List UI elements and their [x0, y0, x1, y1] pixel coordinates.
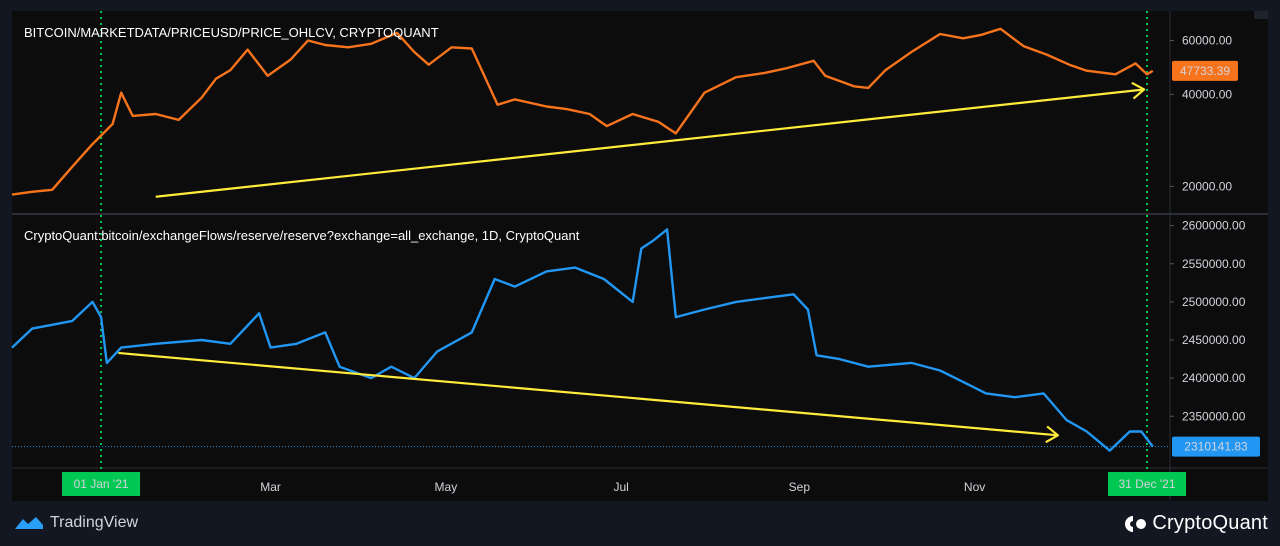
y-tick-label: 2450000.00 [1182, 333, 1246, 347]
tradingview-logo-icon [15, 517, 43, 529]
tradingview-label: TradingView [50, 514, 139, 531]
y-tick-label: 40000.00 [1182, 87, 1232, 101]
date-marker-badge [62, 472, 141, 496]
axis-settings-icon[interactable] [1254, 11, 1268, 19]
y-tick-label: 2600000.00 [1182, 219, 1246, 233]
chart-svg: 20000.00 40000.00 60000.00 2350000.00 240000… [11, 11, 1268, 500]
y-tick-label: 2500000.00 [1182, 295, 1246, 309]
footer: TradingView CryptoQuant [0, 502, 1280, 546]
date-marker-badge [1108, 472, 1187, 496]
date-marker-label: 31 Dec '21 [1119, 477, 1176, 491]
y-tick-label: 2550000.00 [1182, 257, 1246, 271]
pane-title-reserve: CryptoQuant:bitcoin/exchangeFlows/reserv… [24, 228, 580, 243]
last-value-label: 47733.39 [1180, 64, 1230, 78]
last-value-label: 2310141.83 [1184, 440, 1248, 454]
y-tick-label: 2350000.00 [1182, 409, 1246, 423]
x-tick-label: Sep [789, 480, 811, 494]
x-tick-label: Jul [613, 480, 628, 494]
series-line [11, 228, 1154, 452]
y-tick-label: 20000.00 [1182, 179, 1232, 193]
cryptoquant-label: CryptoQuant [1152, 512, 1268, 534]
y-tick-label: 2400000.00 [1182, 371, 1246, 385]
tradingview-logo[interactable]: TradingView [14, 514, 138, 532]
x-tick-label: Nov [964, 480, 985, 494]
x-tick-label: Mar [260, 480, 281, 494]
trend-arrow-head [1131, 81, 1146, 100]
pane-title-price: BITCOIN/MARKETDATA/PRICEUSD/PRICE_OHLCV,… [24, 25, 439, 40]
cryptoquant-logo-icon [1125, 515, 1147, 532]
x-tick-label: May [435, 480, 458, 494]
last-value-badge [1172, 436, 1260, 457]
trend-arrow-line [118, 351, 1059, 437]
trend-arrow-line [155, 88, 1145, 198]
cryptoquant-logo: CryptoQuant [1122, 512, 1268, 535]
date-marker-label: 01 Jan '21 [74, 477, 129, 491]
y-tick-label: 60000.00 [1182, 33, 1232, 47]
trend-arrow-head [1045, 425, 1060, 444]
series-line [11, 27, 1154, 196]
last-value-badge [1172, 60, 1238, 81]
